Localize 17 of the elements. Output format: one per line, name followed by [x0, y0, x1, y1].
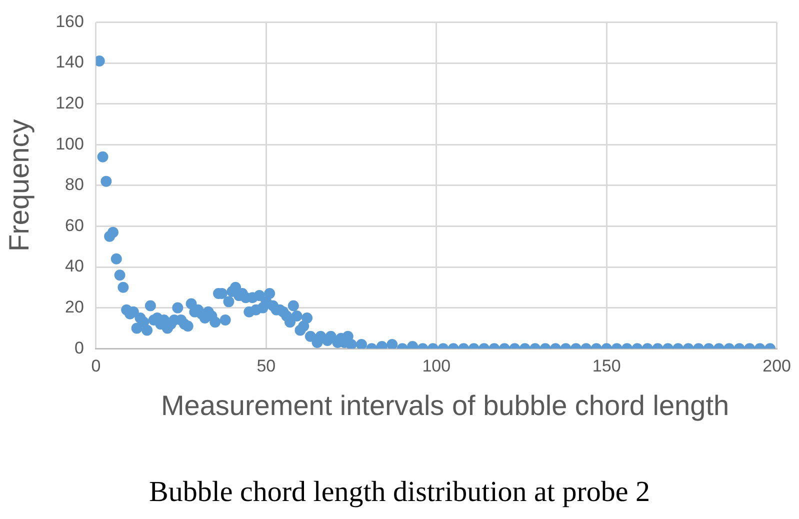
y-tick-label: 60	[65, 216, 84, 235]
y-tick-label: 100	[56, 134, 84, 154]
y-tick-label: 80	[65, 175, 84, 194]
x-tick-label: 50	[256, 356, 276, 376]
x-tick-label: 200	[762, 356, 792, 376]
y-tick-label: 20	[65, 297, 84, 316]
y-axis-title: Frequency	[4, 119, 35, 252]
y-tick-label: 140	[56, 52, 84, 72]
y-tick-label: 160	[56, 12, 84, 31]
x-axis-title: Measurement intervals of bubble chord length	[160, 389, 730, 423]
x-tick-label: 150	[592, 356, 621, 376]
y-tick-label: 40	[65, 256, 84, 276]
x-tick-label: 100	[422, 356, 451, 376]
x-tick-label: 0	[91, 356, 101, 376]
y-tick-label: 120	[56, 93, 84, 112]
text: Bubble chord length distribution at probe 2	[148, 476, 651, 509]
y-tick-label: 0	[74, 338, 84, 358]
